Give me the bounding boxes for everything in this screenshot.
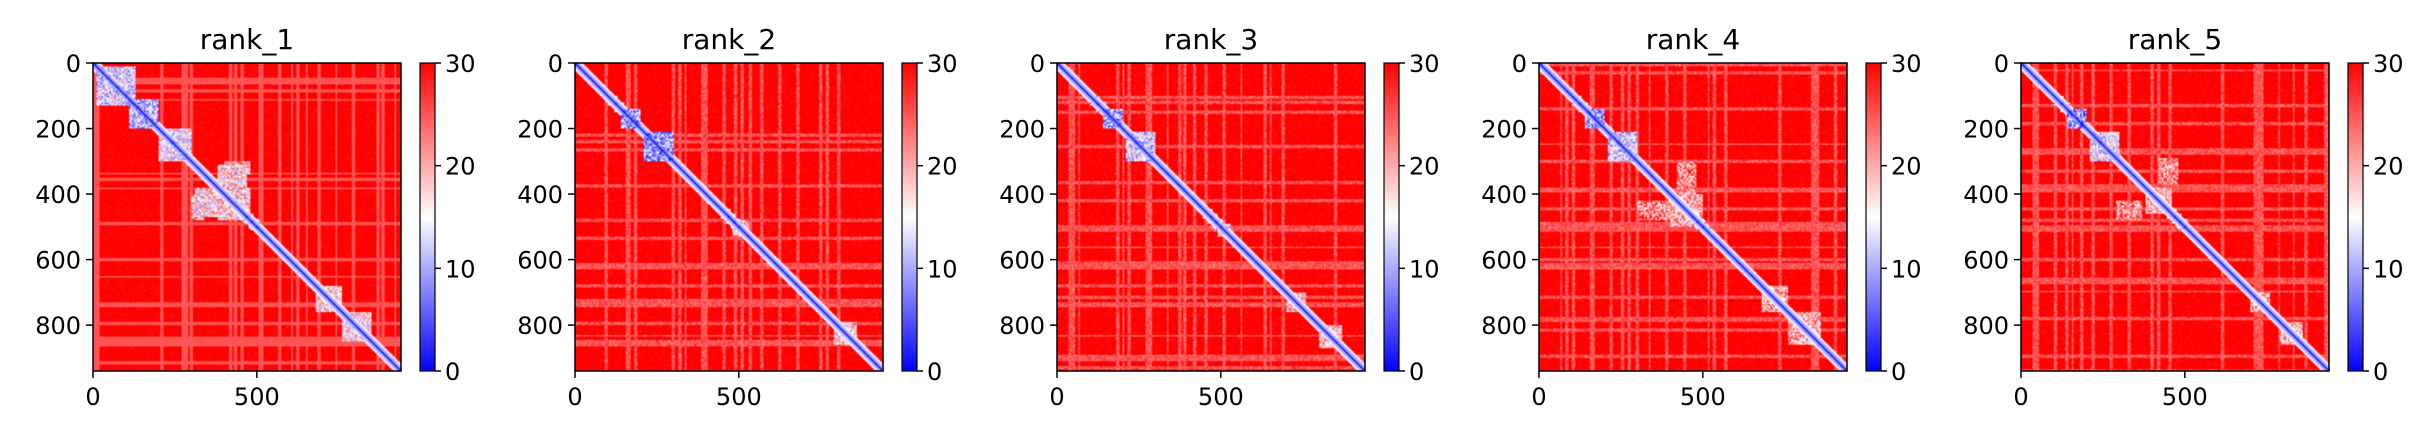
heatmap-image xyxy=(575,63,883,371)
y-tick-label: 800 xyxy=(517,312,563,340)
colorbar-tick-label: 20 xyxy=(2373,153,2404,181)
y-tick-label: 400 xyxy=(1481,181,1527,209)
x-tick-label: 500 xyxy=(234,383,280,411)
panel-4: rank_4 0 200 400 600 800 0 500 0 10 20 30 xyxy=(1481,23,1921,411)
plot-frame xyxy=(92,62,402,372)
colorbar-tick-label: 0 xyxy=(1409,358,1424,386)
plot-frame xyxy=(2020,62,2330,372)
plot-frame xyxy=(574,62,884,372)
heatmap-image xyxy=(1539,63,1847,371)
x-tick-label: 500 xyxy=(716,383,762,411)
colorbar-tick-label: 10 xyxy=(1891,255,1922,283)
colorbar xyxy=(1384,63,1399,371)
y-tick-label: 200 xyxy=(1481,116,1527,144)
heatmap-image xyxy=(1057,63,1365,371)
y-tick-label: 200 xyxy=(517,116,563,144)
y-tick-label: 0 xyxy=(548,50,563,78)
colorbar-frame xyxy=(901,62,918,372)
colorbar-tick-label: 30 xyxy=(445,50,476,78)
y-tick-label: 600 xyxy=(1481,247,1527,275)
colorbar-tick-label: 30 xyxy=(927,50,958,78)
y-tick-label: 600 xyxy=(35,247,81,275)
panel-title: rank_2 xyxy=(682,23,776,56)
colorbar-tick-label: 20 xyxy=(1409,153,1440,181)
y-tick-label: 400 xyxy=(1963,181,2009,209)
colorbar-tick-label: 0 xyxy=(927,358,942,386)
y-tick-label: 600 xyxy=(999,247,1045,275)
x-tick-label: 500 xyxy=(1680,383,1726,411)
panel-2: rank_2 0 200 400 600 800 0 500 0 10 20 30 xyxy=(517,23,957,411)
panel-3: rank_3 0 200 400 600 800 0 500 0 10 20 30 xyxy=(999,23,1439,411)
colorbar-tick-label: 20 xyxy=(1891,153,1922,181)
x-tick-label: 0 xyxy=(1049,383,1064,411)
heatmap-image xyxy=(2021,63,2329,371)
y-tick-label: 800 xyxy=(1963,312,2009,340)
y-tick-label: 0 xyxy=(66,50,81,78)
colorbar-frame xyxy=(1865,62,1882,372)
y-tick-label: 200 xyxy=(35,116,81,144)
panel-1: rank_1 0 200 400 600 800 0 500 0 10 20 30 xyxy=(35,23,475,411)
y-tick-label: 0 xyxy=(1512,50,1527,78)
colorbar xyxy=(902,63,917,371)
colorbar-tick-label: 0 xyxy=(445,358,460,386)
y-tick-label: 800 xyxy=(35,312,81,340)
colorbar-tick-label: 10 xyxy=(2373,255,2404,283)
colorbar-frame xyxy=(419,62,436,372)
colorbar-tick-label: 10 xyxy=(927,255,958,283)
x-tick-label: 500 xyxy=(1198,383,1244,411)
colorbar-frame xyxy=(1383,62,1400,372)
colorbar-frame xyxy=(2347,62,2364,372)
x-tick-label: 0 xyxy=(1531,383,1546,411)
y-tick-label: 600 xyxy=(1963,247,2009,275)
panel-5: rank_5 0 200 400 600 800 0 500 0 10 20 30 xyxy=(1963,23,2403,411)
colorbar xyxy=(420,63,435,371)
colorbar-tick-label: 10 xyxy=(445,255,476,283)
colorbar-tick-label: 0 xyxy=(1891,358,1906,386)
x-tick-label: 0 xyxy=(567,383,582,411)
y-tick-label: 600 xyxy=(517,247,563,275)
colorbar-tick-label: 30 xyxy=(2373,50,2404,78)
panel-title: rank_4 xyxy=(1646,23,1740,56)
y-tick-label: 400 xyxy=(35,181,81,209)
y-tick-label: 400 xyxy=(999,181,1045,209)
x-tick-label: 500 xyxy=(2162,383,2208,411)
panel-title: rank_1 xyxy=(200,23,294,56)
plot-frame xyxy=(1538,62,1848,372)
y-tick-label: 200 xyxy=(999,116,1045,144)
colorbar-tick-label: 20 xyxy=(445,153,476,181)
x-tick-label: 0 xyxy=(85,383,100,411)
colorbar-tick-label: 10 xyxy=(1409,255,1440,283)
panel-title: rank_5 xyxy=(2128,23,2222,56)
y-tick-label: 200 xyxy=(1963,116,2009,144)
y-tick-label: 0 xyxy=(1030,50,1045,78)
y-tick-label: 800 xyxy=(1481,312,1527,340)
panel-title: rank_3 xyxy=(1164,23,1258,56)
heatmap-image xyxy=(93,63,401,371)
colorbar xyxy=(1866,63,1881,371)
y-tick-label: 800 xyxy=(999,312,1045,340)
colorbar-tick-label: 0 xyxy=(2373,358,2388,386)
x-tick-label: 0 xyxy=(2013,383,2028,411)
y-tick-label: 400 xyxy=(517,181,563,209)
plot-frame xyxy=(1056,62,1366,372)
colorbar xyxy=(2348,63,2363,371)
colorbar-tick-label: 20 xyxy=(927,153,958,181)
y-tick-label: 0 xyxy=(1994,50,2009,78)
colorbar-tick-label: 30 xyxy=(1891,50,1922,78)
colorbar-tick-label: 30 xyxy=(1409,50,1440,78)
